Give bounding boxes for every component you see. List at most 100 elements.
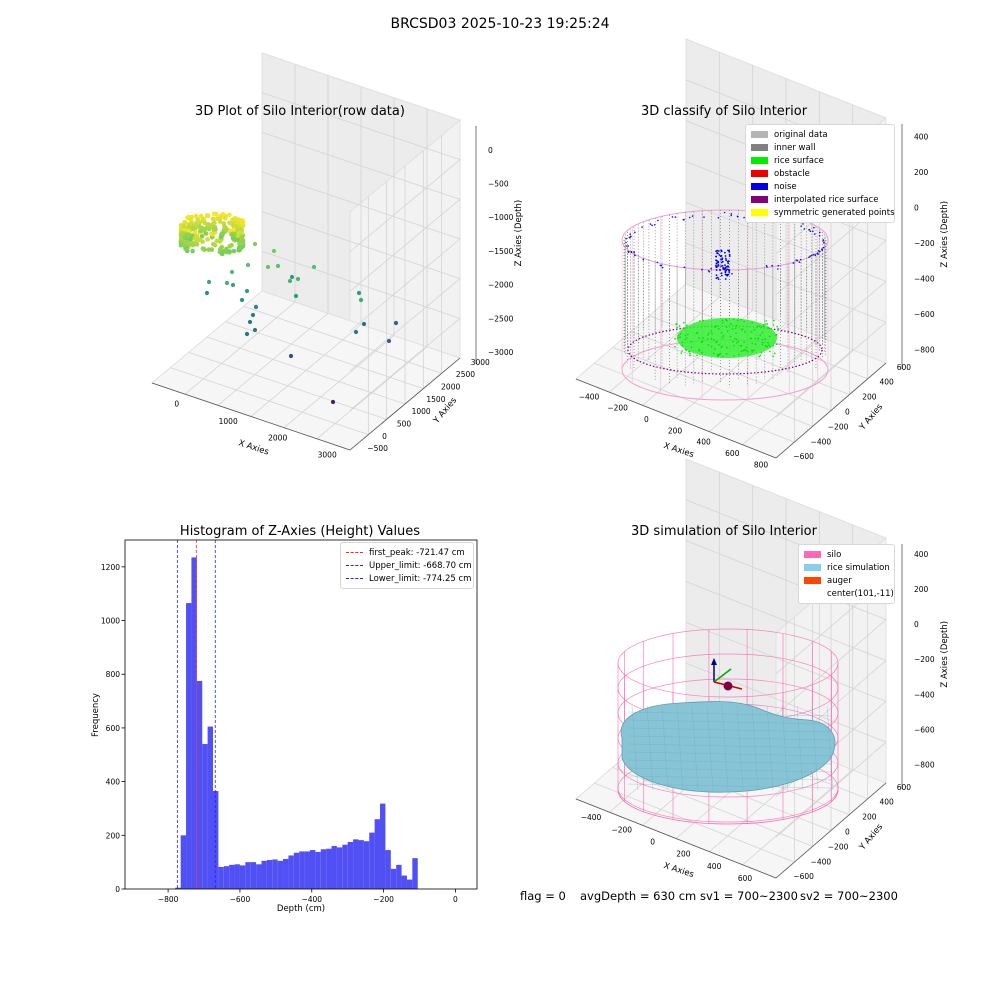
classify-rice-point [707, 332, 710, 334]
simulation-rice-mesh [781, 705, 789, 791]
classify-rice-point [679, 336, 681, 338]
classify-noise-point [627, 251, 630, 253]
classify-rice-point [776, 325, 778, 328]
simulation-rice-mesh [631, 705, 639, 791]
histogram-y-tick-label: 0 [115, 885, 120, 894]
raw-point [192, 230, 198, 235]
classify-y-axis-line [775, 362, 887, 459]
classify-noise-point [715, 264, 717, 267]
raw-point [361, 321, 367, 327]
legend-swatch [751, 157, 768, 164]
raw-z-tick-label: −2000 [488, 281, 514, 290]
raw-point [239, 234, 245, 240]
classify-noise-point [814, 254, 817, 256]
classify-rice-point [712, 352, 715, 355]
classify-rice-point [702, 337, 704, 339]
raw-point [217, 238, 223, 244]
simulation-x-tick-label: −200 [611, 825, 632, 834]
simulation-x-tick-label: −400 [581, 813, 602, 822]
classify-rice-point [740, 350, 743, 352]
classify-rice-point [683, 321, 685, 324]
raw-point [230, 282, 236, 288]
raw-point [186, 224, 191, 230]
classify-rice-point [747, 351, 749, 353]
raw-point [238, 219, 244, 225]
classify-noise-point [688, 216, 691, 219]
raw-point [203, 231, 209, 236]
classify-noise-point [777, 268, 779, 270]
simulation-y-tick-label: 200 [862, 813, 877, 822]
classify-noise-point [703, 216, 705, 218]
classify-noise-point [671, 216, 674, 218]
classify-rice-point [764, 338, 767, 341]
histogram-x-tick-label: −400 [301, 895, 322, 904]
classify-rice-point [684, 348, 687, 351]
classify-rice-point [690, 340, 693, 343]
raw-point [222, 216, 228, 221]
histogram-y-tick-label: 400 [106, 778, 121, 787]
classify-noise-point [812, 230, 814, 233]
classify-noise-point [730, 214, 732, 217]
histogram-bar [293, 852, 300, 889]
histogram-bar [223, 866, 230, 889]
simulation-legend-item: auger [804, 574, 889, 587]
simulation-rice-mesh [627, 775, 833, 781]
simulation-y-tick-label: −400 [811, 857, 832, 866]
classify-rice-point [735, 324, 738, 327]
classify-rice-point [678, 325, 681, 327]
classify-noise-point [719, 255, 722, 258]
classify-rice-point [768, 335, 771, 338]
classify-x-tick-label: 800 [754, 460, 769, 469]
classify-rice-point [757, 338, 759, 341]
simulation-rice-mesh [627, 751, 833, 757]
legend-swatch [751, 196, 768, 203]
classify-rice-point [765, 323, 767, 325]
classify-rice-point [750, 330, 753, 333]
classify-rice-point [735, 332, 737, 335]
legend-swatch [751, 170, 768, 177]
classify-rice-point [772, 324, 775, 326]
raw-z-tick-label: −1500 [488, 247, 514, 256]
raw-point [250, 312, 256, 318]
classify-noise-point [799, 258, 802, 261]
classify-noise-point [724, 267, 727, 270]
classify-rice-point [707, 334, 709, 336]
raw-point [235, 237, 240, 242]
classify-legend-item: symmetric generated points [751, 206, 895, 219]
raw-y-tick-label: 2500 [456, 370, 475, 379]
raw-point [245, 262, 251, 268]
classify-noise-point [715, 262, 718, 265]
legend-label: obstacle [774, 168, 810, 179]
classify-rice-point [733, 344, 735, 347]
raw-y-tick-label: 2000 [441, 382, 460, 391]
classify-rice-point [710, 345, 713, 348]
raw-point [221, 227, 227, 233]
classify-rice-point [675, 323, 677, 325]
histogram-bar [186, 603, 192, 889]
classify-rice-point [696, 354, 698, 357]
raw-z-axis-label: Z Axies (Depth) [514, 200, 524, 267]
classify-noise-point [724, 257, 727, 260]
classify-noise-point [661, 266, 664, 269]
classify-rice-point [702, 319, 704, 322]
classify-rice-point [699, 320, 701, 322]
legend-label: rice surface [774, 155, 824, 166]
raw-point [230, 217, 235, 222]
raw-point [234, 218, 240, 224]
classify-noise-point [808, 256, 810, 259]
histogram-x-tick-label: −800 [158, 895, 179, 904]
legend-swatch [804, 551, 821, 558]
simulation-rice-mesh [736, 705, 744, 791]
classify-noise-point [656, 261, 659, 264]
classify-rice-point [740, 318, 742, 321]
raw-point [231, 248, 237, 254]
raw-point [358, 297, 364, 303]
classify-legend-item: obstacle [751, 167, 889, 180]
classify-noise-point [625, 237, 627, 240]
raw-point [218, 234, 224, 240]
classify-legend: original data inner wall rice surface obsta… [745, 124, 895, 223]
classify-x-tick-label: 600 [725, 449, 740, 458]
classify-rice-point [760, 326, 763, 328]
classify-noise-point [809, 255, 811, 257]
